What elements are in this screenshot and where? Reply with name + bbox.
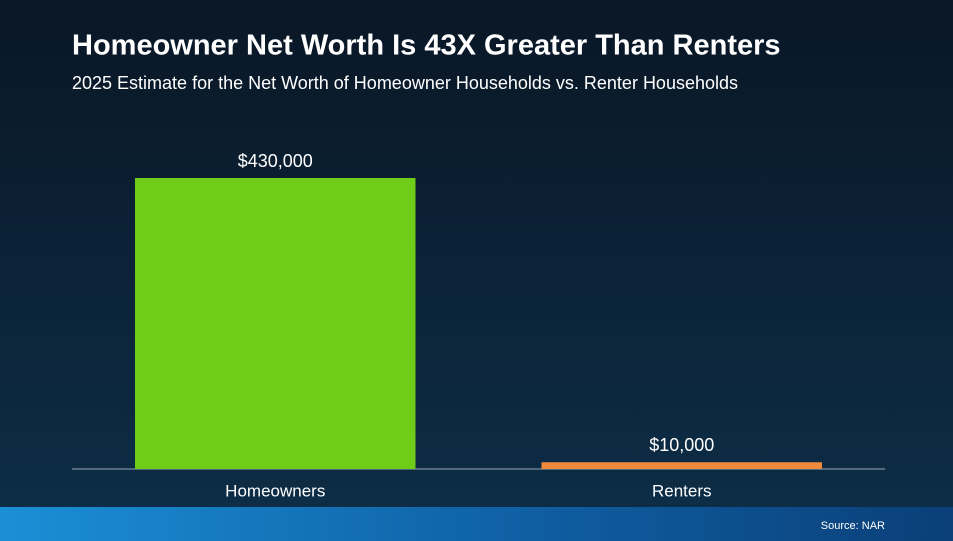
bar xyxy=(541,462,822,469)
footer-strip xyxy=(0,507,953,541)
value-label: $10,000 xyxy=(649,435,714,455)
x-tick-label: Homeowners xyxy=(225,481,325,500)
source: Source: NAR xyxy=(821,520,885,532)
value-label: $430,000 xyxy=(238,151,313,171)
chart-title: Homeowner Net Worth Is 43X Greater Than … xyxy=(72,30,781,62)
bar xyxy=(135,178,416,469)
chart-subtitle: 2025 Estimate for the Net Worth of Homeo… xyxy=(72,73,738,93)
x-tick-label: Renters xyxy=(652,481,712,500)
